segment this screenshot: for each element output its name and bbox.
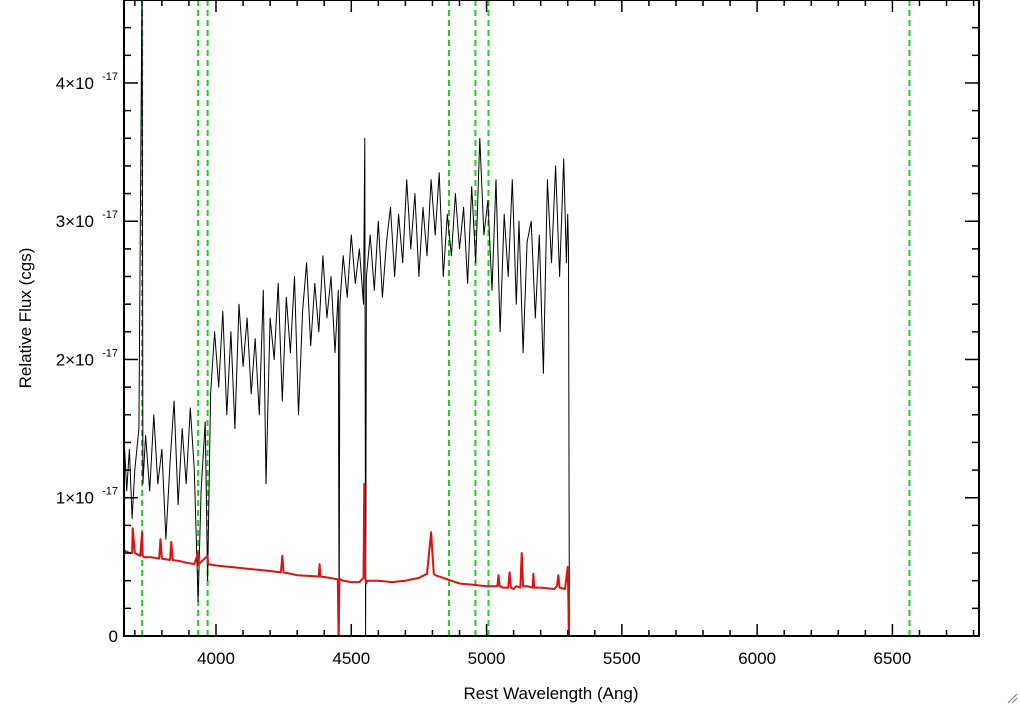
- y-tick-exponent: -17: [102, 347, 118, 359]
- y-tick-exponent: -17: [102, 209, 118, 221]
- y-tick-exponent: -17: [102, 71, 118, 83]
- x-tick-label: 5500: [603, 649, 641, 668]
- y-tick-label: 0: [109, 627, 118, 646]
- axes-layer: [123, 0, 980, 637]
- series-layer: [124, 0, 979, 636]
- x-tick-label: 4000: [197, 649, 235, 668]
- x-axis-label: Rest Wavelength (Ang): [463, 684, 638, 703]
- y-tick-label: 2×10: [56, 350, 94, 369]
- tick-labels: 4000 4500 5000 5500 6000 65000-171×10-172×10-…: [56, 71, 912, 668]
- plot-frame: [123, 0, 980, 637]
- reference-lines: [141, 0, 911, 636]
- y-tick-label: 3×10: [56, 212, 94, 231]
- y-tick-label: 4×10: [56, 74, 94, 93]
- x-tick-label: 5000: [468, 649, 506, 668]
- x-tick-label: 6000: [738, 649, 776, 668]
- y-tick-label: 1×10: [56, 489, 94, 508]
- x-tick-label: 4500: [332, 649, 370, 668]
- y-axis-label: Relative Flux (cgs): [16, 248, 35, 389]
- spectrum-series-0: [124, 0, 570, 636]
- spectrum-series-1: [124, 482, 979, 636]
- resize-grip-icon[interactable]: [1006, 692, 1018, 704]
- y-tick-exponent: -17: [102, 486, 118, 498]
- x-tick-label: 6500: [874, 649, 912, 668]
